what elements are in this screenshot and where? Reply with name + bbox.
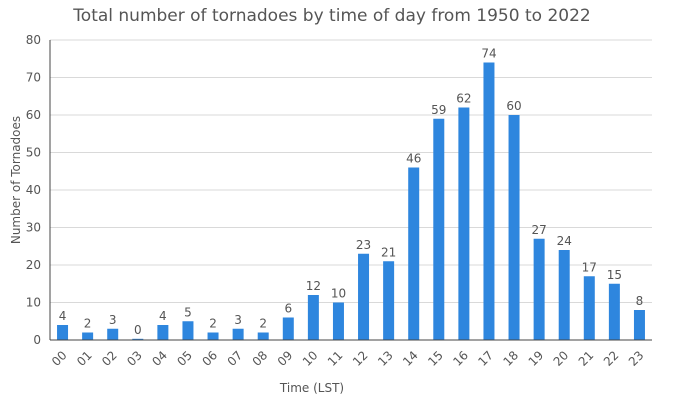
y-tick-label: 50 bbox=[26, 146, 41, 160]
bar-00 bbox=[57, 325, 69, 340]
y-tick-label: 10 bbox=[26, 296, 41, 310]
y-tick-label: 0 bbox=[33, 333, 41, 347]
y-axis-label: Number of Tornadoes bbox=[9, 116, 23, 244]
data-label: 3 bbox=[234, 313, 242, 327]
data-label: 74 bbox=[481, 47, 496, 61]
x-tick-label: 01 bbox=[74, 348, 95, 369]
x-tick-label: 22 bbox=[601, 348, 622, 369]
y-tick-label: 40 bbox=[26, 183, 41, 197]
bar-10 bbox=[307, 295, 319, 340]
bar-07 bbox=[232, 328, 244, 340]
data-label: 2 bbox=[209, 317, 217, 331]
data-label: 62 bbox=[456, 92, 471, 106]
data-label: 60 bbox=[506, 99, 521, 113]
data-label: 0 bbox=[134, 323, 142, 337]
bar-05 bbox=[182, 321, 194, 340]
x-tick-label: 02 bbox=[99, 348, 120, 369]
bar-22 bbox=[608, 283, 620, 340]
data-label: 59 bbox=[431, 103, 446, 117]
x-tick-label: 03 bbox=[124, 348, 145, 369]
data-label: 15 bbox=[607, 268, 622, 282]
y-tick-label: 80 bbox=[26, 33, 41, 47]
data-label: 2 bbox=[84, 317, 92, 331]
bar-16 bbox=[458, 107, 470, 340]
x-tick-label: 17 bbox=[475, 348, 496, 369]
data-label: 4 bbox=[159, 309, 167, 323]
x-tick-label: 13 bbox=[375, 348, 396, 369]
bar-04 bbox=[157, 325, 169, 340]
bar-18 bbox=[508, 115, 520, 340]
bar-20 bbox=[558, 250, 570, 340]
bar-08 bbox=[257, 332, 269, 340]
x-tick-label: 23 bbox=[626, 348, 647, 369]
bar-12 bbox=[358, 253, 370, 340]
x-tick-label: 21 bbox=[576, 348, 597, 369]
y-tick-label: 60 bbox=[26, 108, 41, 122]
x-tick-label: 18 bbox=[500, 348, 521, 369]
x-tick-label: 04 bbox=[149, 348, 170, 369]
x-tick-label: 09 bbox=[275, 348, 296, 369]
x-tick-label: 12 bbox=[350, 348, 371, 369]
bar-14 bbox=[408, 167, 420, 340]
x-tick-label: 16 bbox=[450, 348, 471, 369]
y-tick-label: 20 bbox=[26, 258, 41, 272]
bar-21 bbox=[583, 276, 595, 340]
x-tick-label: 06 bbox=[199, 348, 220, 369]
data-label: 12 bbox=[306, 279, 321, 293]
x-axis-label: Time (LST) bbox=[279, 381, 344, 395]
bar-19 bbox=[533, 238, 545, 340]
data-label: 10 bbox=[331, 287, 346, 301]
data-label: 24 bbox=[557, 234, 572, 248]
data-label: 23 bbox=[356, 238, 371, 252]
y-tick-label: 70 bbox=[26, 71, 41, 85]
data-label: 27 bbox=[531, 223, 546, 237]
bar-23 bbox=[633, 310, 645, 340]
x-tick-label: 08 bbox=[250, 348, 271, 369]
x-tick-label: 19 bbox=[526, 348, 547, 369]
data-label: 8 bbox=[636, 294, 644, 308]
data-label: 3 bbox=[109, 313, 117, 327]
chart-title: Total number of tornadoes by time of day… bbox=[72, 6, 590, 26]
data-label: 6 bbox=[284, 302, 292, 316]
data-label: 5 bbox=[184, 305, 192, 319]
x-tick-label: 15 bbox=[425, 348, 446, 369]
x-tick-label: 00 bbox=[49, 348, 70, 369]
bar-03 bbox=[132, 338, 144, 340]
bar-13 bbox=[383, 261, 395, 340]
x-tick-label: 11 bbox=[325, 348, 346, 369]
bar-02 bbox=[107, 328, 119, 340]
bar-15 bbox=[433, 118, 445, 340]
bar-06 bbox=[207, 332, 219, 340]
x-tick-label: 07 bbox=[225, 348, 246, 369]
data-label: 4 bbox=[59, 309, 67, 323]
bar-09 bbox=[282, 317, 294, 340]
y-tick-label: 30 bbox=[26, 221, 41, 235]
data-label: 17 bbox=[582, 260, 597, 274]
x-tick-label: 20 bbox=[551, 348, 572, 369]
data-label: 2 bbox=[259, 317, 267, 331]
bar-01 bbox=[82, 332, 94, 340]
bar-11 bbox=[332, 302, 344, 340]
x-tick-label: 14 bbox=[400, 348, 421, 369]
bar-17 bbox=[483, 62, 495, 340]
data-label: 21 bbox=[381, 245, 396, 259]
data-label: 46 bbox=[406, 152, 421, 166]
x-tick-label: 10 bbox=[300, 348, 321, 369]
x-tick-label: 05 bbox=[174, 348, 195, 369]
